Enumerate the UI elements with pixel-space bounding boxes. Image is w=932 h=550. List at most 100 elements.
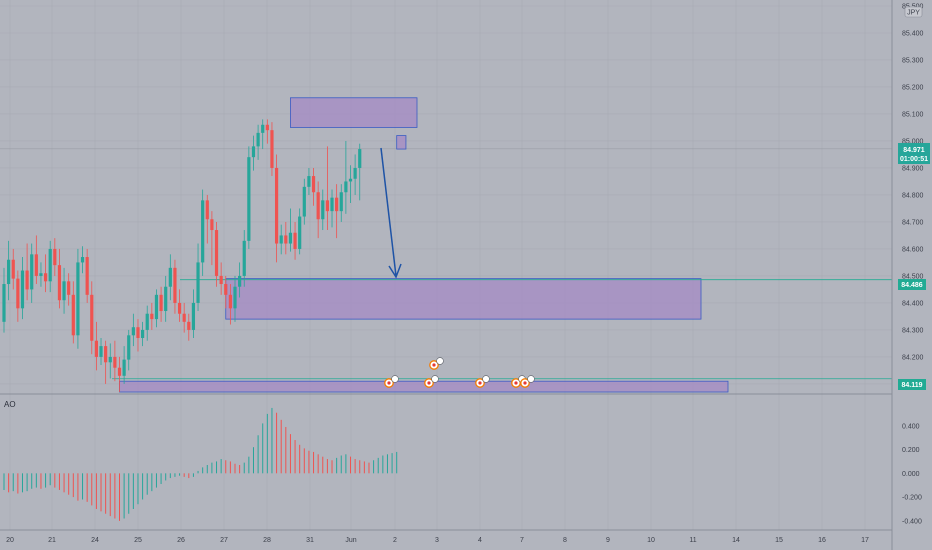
candle-body[interactable] bbox=[201, 200, 205, 263]
candle-body[interactable] bbox=[242, 240, 246, 276]
candle-body[interactable] bbox=[141, 329, 145, 339]
candle-body[interactable] bbox=[293, 232, 297, 249]
candle-body[interactable] bbox=[228, 294, 232, 309]
candle-body[interactable] bbox=[196, 262, 200, 303]
economic-event-icon[interactable] bbox=[520, 375, 535, 388]
event-flag-dot-icon bbox=[478, 381, 482, 385]
candle-body[interactable] bbox=[154, 294, 159, 320]
demand-zone bbox=[225, 278, 702, 320]
candle-body[interactable] bbox=[20, 270, 25, 309]
candle-body[interactable] bbox=[145, 313, 149, 330]
economic-event-icon[interactable] bbox=[429, 357, 444, 370]
candle-body[interactable] bbox=[251, 146, 256, 158]
candle-body[interactable] bbox=[159, 294, 163, 312]
currency-badge[interactable]: JPY bbox=[904, 6, 923, 18]
candle-body[interactable] bbox=[48, 248, 52, 282]
candle-body[interactable] bbox=[168, 267, 172, 287]
candle-body[interactable] bbox=[43, 273, 48, 282]
candle-body[interactable] bbox=[238, 275, 242, 287]
candle-body[interactable] bbox=[307, 176, 311, 187]
candle-body[interactable] bbox=[191, 302, 196, 330]
candle-body[interactable] bbox=[117, 367, 122, 376]
candle-body[interactable] bbox=[311, 176, 316, 193]
candle-body[interactable] bbox=[288, 232, 293, 244]
candle-body[interactable] bbox=[104, 346, 108, 363]
candle-body[interactable] bbox=[335, 197, 339, 212]
candle-body[interactable] bbox=[30, 254, 34, 290]
awesome-oscillator bbox=[3, 407, 398, 521]
candle-body[interactable] bbox=[270, 130, 274, 168]
ao-tick-label: -0.200 bbox=[902, 495, 922, 502]
candle-body[interactable] bbox=[177, 302, 182, 314]
candle-body[interactable] bbox=[90, 294, 94, 341]
event-badge-icon bbox=[431, 375, 439, 383]
candle-body[interactable] bbox=[122, 359, 126, 376]
candle-body[interactable] bbox=[57, 265, 62, 301]
candle-body[interactable] bbox=[53, 248, 57, 266]
candle-body[interactable] bbox=[205, 200, 209, 220]
candle-body[interactable] bbox=[11, 259, 15, 279]
candle-body[interactable] bbox=[80, 257, 85, 263]
candle-body[interactable] bbox=[182, 313, 186, 322]
price-tick-label: 85.100 bbox=[902, 111, 924, 118]
time-tick-label: 15 bbox=[775, 537, 783, 544]
candle-body[interactable] bbox=[150, 313, 154, 320]
candle-body[interactable] bbox=[2, 284, 6, 322]
price-axis[interactable]: 85.50085.40085.30085.20085.10085.00084.9… bbox=[902, 4, 924, 389]
candle-body[interactable] bbox=[224, 284, 228, 295]
candle-body[interactable] bbox=[94, 340, 98, 357]
candle-body[interactable] bbox=[344, 181, 348, 193]
candle-body[interactable] bbox=[85, 257, 89, 295]
candle-body[interactable] bbox=[136, 327, 140, 339]
candle-body[interactable] bbox=[261, 124, 265, 133]
candle-body[interactable] bbox=[330, 197, 334, 212]
candle-body[interactable] bbox=[274, 167, 279, 244]
candle-body[interactable] bbox=[76, 262, 80, 336]
economic-event-icon[interactable] bbox=[384, 375, 399, 388]
candle-body[interactable] bbox=[67, 281, 71, 295]
candle-body[interactable] bbox=[348, 178, 353, 182]
candle-body[interactable] bbox=[321, 200, 325, 220]
candle-body[interactable] bbox=[25, 270, 29, 290]
candle-body[interactable] bbox=[210, 219, 214, 231]
candle-body[interactable] bbox=[62, 281, 66, 301]
time-axis[interactable]: 20 21 24 25 26 27 28 31 Jun 2 3 4 7 8 9 10 11 14 15 16 17 bbox=[6, 537, 869, 544]
candle-body[interactable] bbox=[173, 267, 177, 303]
candle-body[interactable] bbox=[34, 254, 38, 276]
economic-event-icon[interactable] bbox=[424, 375, 439, 388]
candle-body[interactable] bbox=[187, 321, 191, 330]
candle-body[interactable] bbox=[108, 356, 112, 363]
candle-body[interactable] bbox=[265, 124, 269, 131]
candle-body[interactable] bbox=[298, 216, 302, 249]
candles[interactable] bbox=[2, 119, 362, 392]
event-markers[interactable] bbox=[384, 357, 535, 388]
candle-body[interactable] bbox=[113, 356, 117, 368]
candle-body[interactable] bbox=[247, 157, 251, 241]
ao-tick-label: 0.400 bbox=[902, 423, 920, 430]
candle-body[interactable] bbox=[219, 275, 223, 285]
candle-body[interactable] bbox=[71, 294, 75, 336]
candle-body[interactable] bbox=[131, 327, 135, 336]
time-tick-label: Jun bbox=[345, 537, 356, 544]
candle-body[interactable] bbox=[7, 259, 11, 285]
candle-body[interactable] bbox=[302, 186, 306, 217]
candle-body[interactable] bbox=[353, 167, 357, 179]
candle-body[interactable] bbox=[164, 286, 168, 312]
time-tick-label: 16 bbox=[818, 537, 826, 544]
candle-body[interactable] bbox=[325, 200, 329, 212]
candle-body[interactable] bbox=[16, 278, 20, 309]
candle-body[interactable] bbox=[127, 335, 131, 360]
candle-body[interactable] bbox=[316, 192, 320, 220]
economic-event-icon[interactable] bbox=[475, 375, 490, 388]
candle-body[interactable] bbox=[284, 235, 288, 244]
candle-body[interactable] bbox=[214, 230, 219, 276]
candle-body[interactable] bbox=[358, 149, 362, 168]
candle-body[interactable] bbox=[256, 132, 260, 147]
ao-tick-label: 0.000 bbox=[902, 471, 920, 478]
candle-body[interactable] bbox=[279, 235, 283, 244]
candle-body[interactable] bbox=[233, 286, 237, 309]
candle-body[interactable] bbox=[99, 346, 103, 357]
candle-body[interactable] bbox=[339, 192, 343, 212]
candle-body[interactable] bbox=[39, 273, 43, 276]
